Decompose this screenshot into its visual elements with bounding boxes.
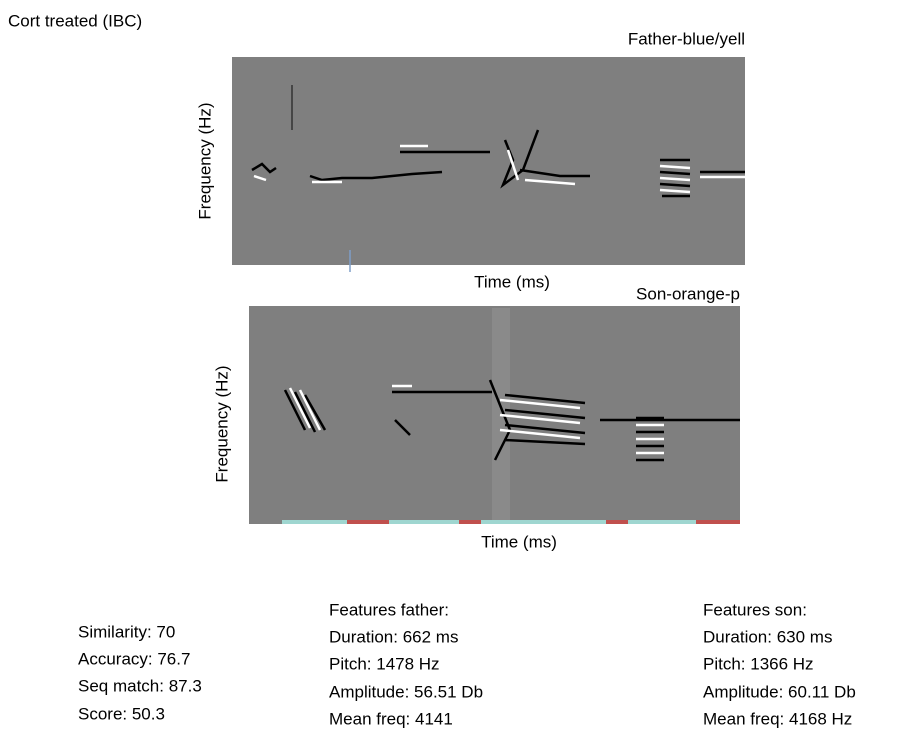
features-heading: Features father: — [329, 600, 449, 619]
axis-label: Frequency (Hz) — [195, 102, 214, 219]
feature-line: Amplitude: 56.51 Db — [329, 682, 483, 701]
axis-label: Frequency (Hz) — [212, 365, 231, 482]
slide-title: Cort treated (IBC) — [8, 11, 142, 30]
score-line: Similarity: 70 — [78, 622, 175, 641]
panel-label: Father-blue/yell — [628, 29, 745, 48]
spectrogram — [232, 57, 745, 272]
axis-label: Time (ms) — [481, 532, 557, 551]
feature-line: Pitch: 1478 Hz — [329, 654, 440, 673]
feature-line: Duration: 662 ms — [329, 627, 458, 646]
feature-line: Mean freq: 4141 — [329, 709, 453, 728]
panel-label: Son-orange-p — [636, 284, 740, 303]
score-line: Accuracy: 76.7 — [78, 649, 190, 668]
spectrogram — [249, 306, 740, 524]
feature-line: Mean freq: 4168 Hz — [703, 709, 852, 728]
feature-line: Amplitude: 60.11 Db — [703, 682, 856, 701]
features-heading: Features son: — [703, 600, 807, 619]
feature-line: Pitch: 1366 Hz — [703, 654, 814, 673]
feature-line: Duration: 630 ms — [703, 627, 832, 646]
score-line: Seq match: 87.3 — [78, 676, 202, 695]
axis-label: Time (ms) — [474, 272, 550, 291]
score-line: Score: 50.3 — [78, 704, 165, 723]
